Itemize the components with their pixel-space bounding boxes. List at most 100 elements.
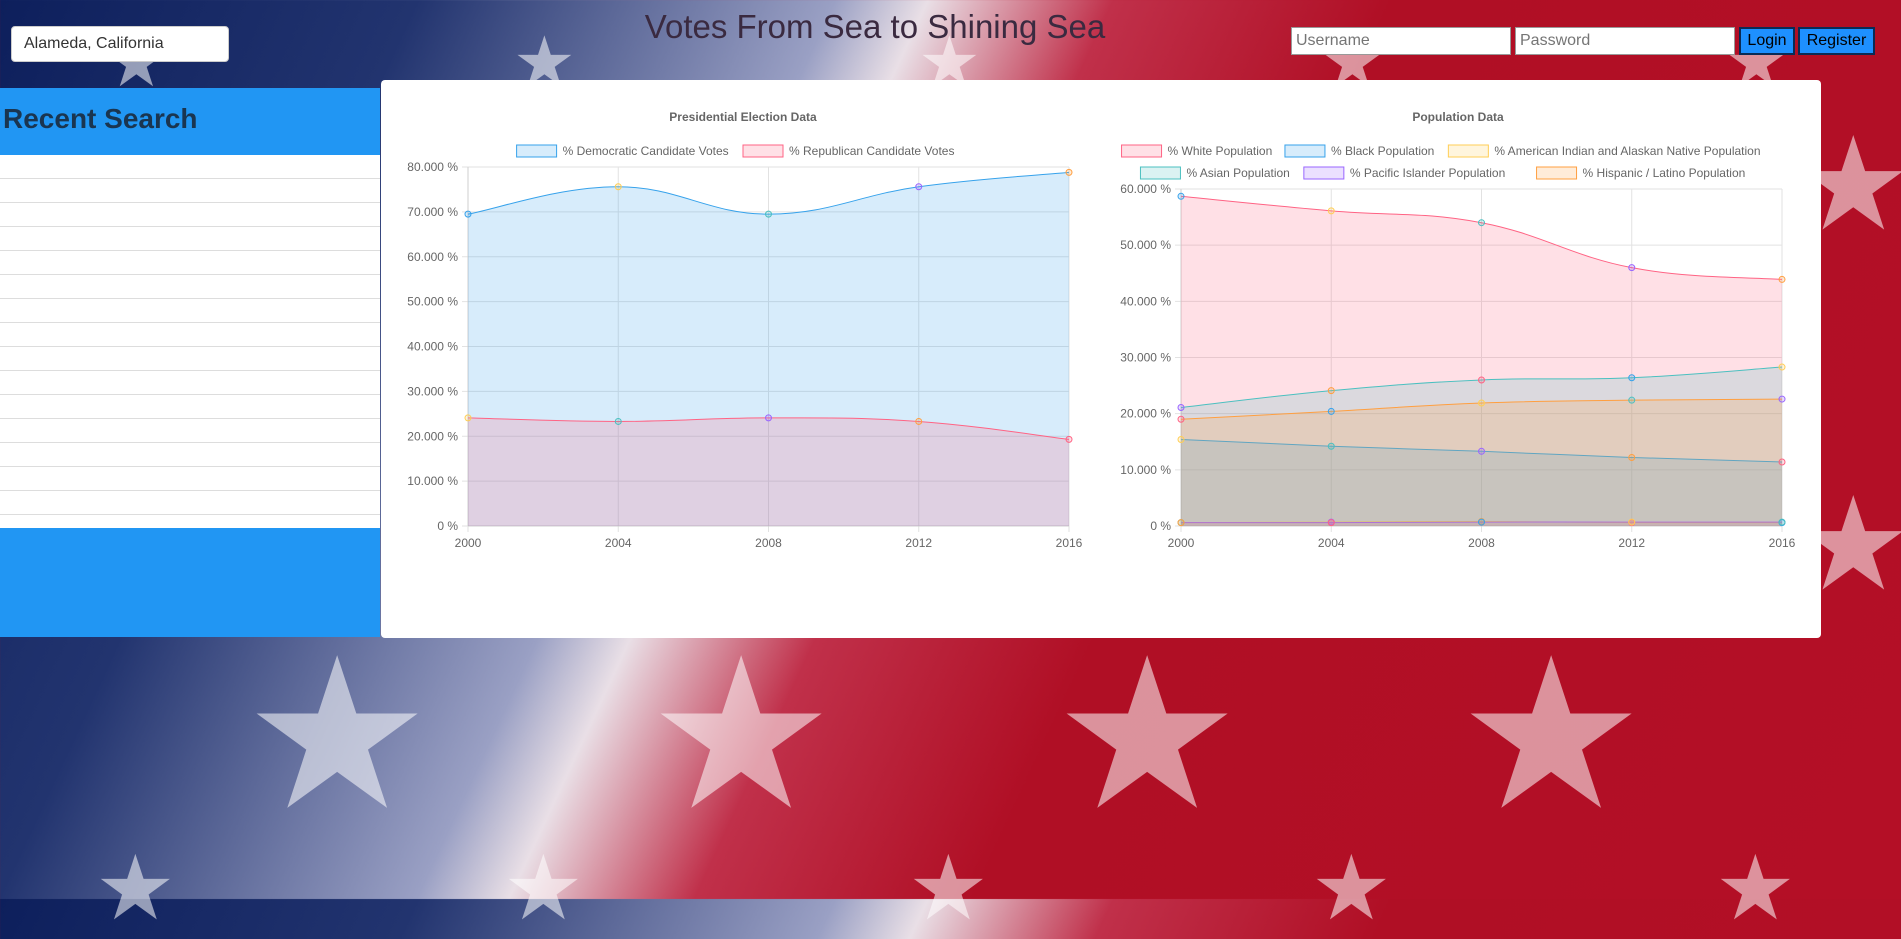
background-star: ★ xyxy=(1311,839,1392,939)
recent-search-item[interactable] xyxy=(0,203,380,227)
legend-swatch xyxy=(1121,144,1163,158)
data-point xyxy=(1478,399,1485,407)
series-line xyxy=(467,417,1070,440)
legend-swatch xyxy=(1447,144,1489,158)
charts-svg: Presidential Election Data % Democratic C… xyxy=(407,110,1796,550)
data-point xyxy=(1327,519,1335,527)
data-point xyxy=(1327,387,1335,395)
legend-label: % Pacific Islander Population xyxy=(1350,166,1505,180)
series-line xyxy=(1180,439,1783,463)
location-search-input[interactable] xyxy=(11,26,229,62)
data-point xyxy=(765,414,772,422)
x-tick-label: 2008 xyxy=(755,536,782,550)
y-tick-label: 0 % xyxy=(1150,519,1171,533)
y-tick-label: 10.000 % xyxy=(1120,463,1171,477)
y-tick-label: 80.000 % xyxy=(407,160,458,174)
series-line xyxy=(1180,521,1782,524)
series-area xyxy=(1181,399,1782,526)
login-button[interactable]: Login xyxy=(1739,27,1795,55)
x-tick-label: 2008 xyxy=(1468,536,1495,550)
password-input[interactable] xyxy=(1515,27,1735,55)
data-point xyxy=(765,210,772,218)
y-tick-label: 60.000 % xyxy=(1120,182,1171,196)
legend-label: % White Population xyxy=(1168,144,1273,158)
legend-swatch xyxy=(1284,144,1326,158)
data-point xyxy=(1628,518,1636,526)
recent-search-item[interactable] xyxy=(0,155,380,179)
legend-label: % American Indian and Alaskan Native Pop… xyxy=(1494,144,1760,158)
data-point xyxy=(464,210,472,218)
y-tick-label: 50.000 % xyxy=(407,295,458,309)
x-tick-label: 2012 xyxy=(905,536,932,550)
recent-search-item[interactable] xyxy=(0,467,380,491)
recent-search-item[interactable] xyxy=(0,275,380,299)
data-point xyxy=(1478,447,1485,455)
data-point xyxy=(915,183,923,191)
background-star: ★ xyxy=(1715,839,1796,939)
legend-label: % Asian Population xyxy=(1186,166,1289,180)
data-point xyxy=(1065,435,1073,443)
legend-swatch xyxy=(1536,166,1578,180)
recent-search-item[interactable] xyxy=(0,323,380,347)
y-tick-label: 40.000 % xyxy=(1120,294,1171,308)
background-star: ★ xyxy=(95,839,176,939)
chart-title: Population Data xyxy=(1412,110,1504,124)
data-point xyxy=(1628,453,1636,461)
recent-search-item[interactable] xyxy=(0,491,380,515)
recent-search-item[interactable] xyxy=(0,251,380,275)
data-point xyxy=(1177,519,1185,527)
page-title: Votes From Sea to Shining Sea xyxy=(644,8,1106,45)
y-tick-label: 50.000 % xyxy=(1120,238,1171,252)
username-input[interactable] xyxy=(1291,27,1511,55)
legend-label: % Hispanic / Latino Population xyxy=(1583,166,1746,180)
legend-label: % Black Population xyxy=(1331,144,1434,158)
background-star: ★ xyxy=(1053,616,1242,852)
series-area xyxy=(1181,439,1782,526)
recent-search-item[interactable] xyxy=(0,179,380,203)
recent-search-item[interactable] xyxy=(0,227,380,251)
x-tick-label: 2000 xyxy=(1168,536,1195,550)
recent-search-panel: Recent Search xyxy=(0,88,380,637)
legend-swatch xyxy=(516,144,558,158)
y-tick-label: 60.000 % xyxy=(407,250,458,264)
x-tick-label: 2004 xyxy=(1318,536,1345,550)
y-tick-label: 70.000 % xyxy=(407,205,458,219)
data-point xyxy=(1778,518,1786,526)
recent-search-item[interactable] xyxy=(0,419,380,443)
data-point xyxy=(1778,395,1786,403)
data-point xyxy=(1177,403,1185,411)
chart-title: Presidential Election Data xyxy=(669,110,817,124)
register-button[interactable]: Register xyxy=(1798,27,1875,55)
recent-search-item[interactable] xyxy=(0,443,380,467)
y-tick-label: 30.000 % xyxy=(407,384,458,398)
series-line xyxy=(1180,195,1783,280)
data-point xyxy=(1628,396,1636,404)
series-line xyxy=(1180,398,1783,420)
data-point xyxy=(1478,376,1485,384)
x-tick-label: 2004 xyxy=(605,536,632,550)
recent-search-item[interactable] xyxy=(0,299,380,323)
y-tick-label: 10.000 % xyxy=(407,474,458,488)
series-area xyxy=(1181,367,1782,526)
y-tick-label: 20.000 % xyxy=(1120,407,1171,421)
data-point xyxy=(1628,264,1636,272)
background-star: ★ xyxy=(908,839,989,939)
x-tick-label: 2016 xyxy=(1769,536,1796,550)
series-line xyxy=(467,171,1070,215)
data-point xyxy=(1177,436,1185,444)
data-point xyxy=(1177,415,1185,423)
x-tick-label: 2012 xyxy=(1618,536,1645,550)
recent-search-item[interactable] xyxy=(0,395,380,419)
data-point xyxy=(1327,207,1335,215)
recent-search-item[interactable] xyxy=(0,371,380,395)
series-area xyxy=(468,417,1069,526)
data-point xyxy=(1478,219,1485,227)
data-point xyxy=(1327,442,1335,450)
data-point xyxy=(1778,275,1786,283)
data-point xyxy=(915,417,923,425)
background-star: ★ xyxy=(1457,616,1646,852)
recent-search-item[interactable] xyxy=(0,347,380,371)
x-tick-label: 2016 xyxy=(1056,536,1083,550)
data-point xyxy=(1778,458,1786,466)
x-tick-label: 2000 xyxy=(455,536,482,550)
